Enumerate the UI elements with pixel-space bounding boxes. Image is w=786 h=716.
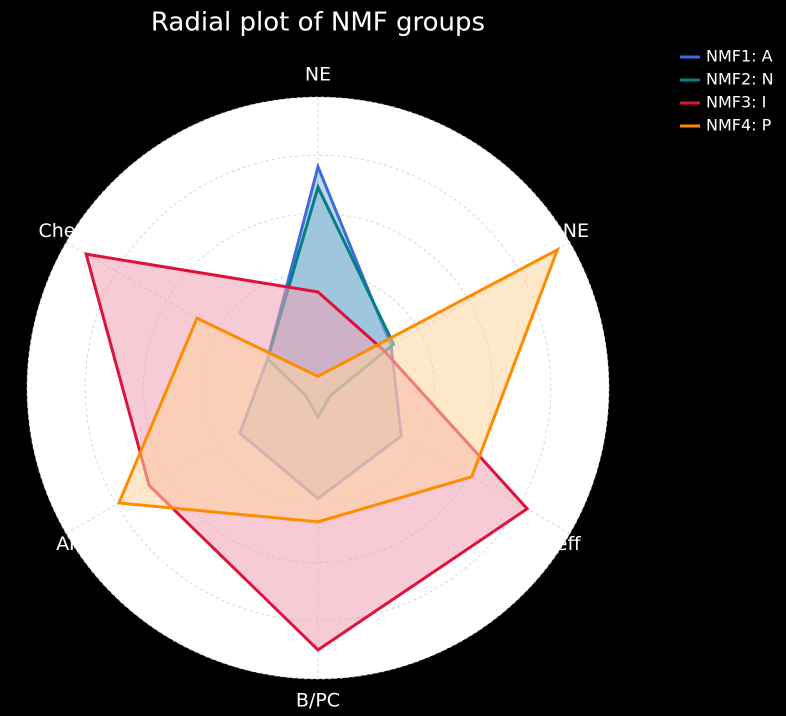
- series-area: [118, 249, 558, 522]
- chart-title: Radial plot of NMF groups: [151, 8, 485, 38]
- axis-label: B/PC: [296, 690, 340, 712]
- legend-label: NMF1: A: [706, 47, 773, 66]
- legend-label: NMF4: P: [706, 116, 772, 135]
- axis-label: NE: [305, 64, 331, 86]
- legend-label: NMF2: N: [706, 70, 774, 89]
- legend-label: NMF3: I: [706, 93, 766, 112]
- series-line: [116, 246, 561, 524]
- grid-circle: [84, 154, 552, 622]
